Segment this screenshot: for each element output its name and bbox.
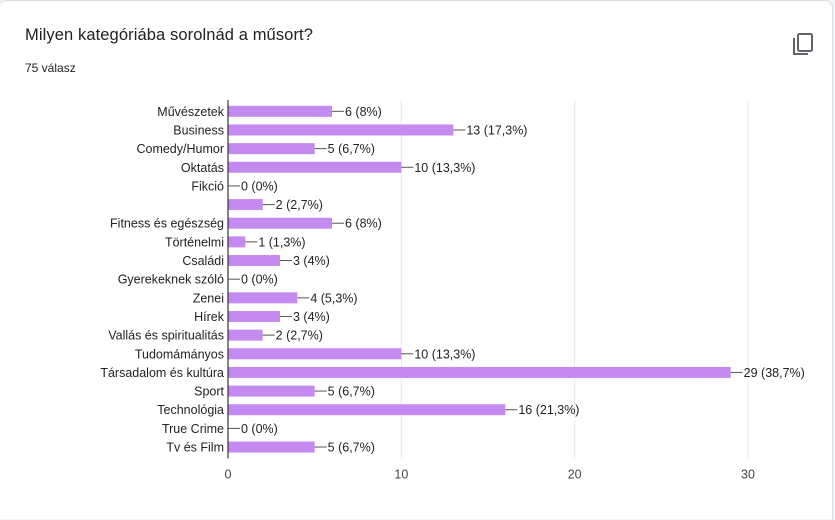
x-tick-label: 10 xyxy=(394,467,408,481)
x-tick-label: 30 xyxy=(741,467,755,481)
bar xyxy=(228,143,315,155)
category-label: Zenei xyxy=(193,291,224,305)
category-label: Technológia xyxy=(157,403,224,417)
bar xyxy=(228,255,280,267)
bar xyxy=(228,366,731,378)
data-label: 1 (1,3%) xyxy=(258,235,305,249)
bar xyxy=(228,404,506,416)
question-title: Milyen kategóriába sorolnád a műsort? xyxy=(25,26,314,44)
category-label: Oktatás xyxy=(181,161,224,175)
bar xyxy=(228,310,280,322)
response-count: 75 válasz xyxy=(25,61,76,75)
data-label: 6 (8%) xyxy=(345,105,382,119)
data-label: 2 (2,7%) xyxy=(276,198,323,212)
bar xyxy=(228,292,298,304)
category-label: Sport xyxy=(194,385,224,399)
data-label: 10 (13,3%) xyxy=(414,161,475,175)
data-label: 0 (0%) xyxy=(241,179,278,193)
data-label: 5 (6,7%) xyxy=(328,385,375,399)
data-label: 13 (17,3%) xyxy=(466,123,527,137)
bar xyxy=(228,385,315,397)
data-label: 6 (8%) xyxy=(345,217,382,231)
bar xyxy=(228,124,454,136)
data-label: 5 (6,7%) xyxy=(328,441,375,455)
data-label: 3 (4%) xyxy=(293,310,330,324)
data-label: 0 (0%) xyxy=(241,422,278,436)
data-label: 16 (21,3%) xyxy=(518,403,579,417)
category-label: Gyerekeknek szóló xyxy=(118,273,224,287)
category-label: Comedy/Humor xyxy=(136,142,224,156)
data-label: 29 (38,7%) xyxy=(744,366,805,380)
category-label: Fitness és egészség xyxy=(110,217,224,231)
category-label: Vallás és spiritualitás xyxy=(108,329,224,343)
x-tick-label: 0 xyxy=(225,467,232,481)
category-label: Hírek xyxy=(194,310,225,324)
bar xyxy=(228,217,332,229)
data-label: 10 (13,3%) xyxy=(414,347,475,361)
bar xyxy=(228,441,315,453)
data-label: 4 (5,3%) xyxy=(310,291,357,305)
bar xyxy=(228,199,263,211)
data-label: 2 (2,7%) xyxy=(276,329,323,343)
category-label: Business xyxy=(173,123,224,137)
category-label: Családi xyxy=(182,254,224,268)
category-label: Történelmi xyxy=(165,235,224,249)
data-label: 0 (0%) xyxy=(241,273,278,287)
bar xyxy=(228,161,402,173)
category-label: Társadalom és kultúra xyxy=(100,366,224,380)
category-label: Tv és Film xyxy=(166,441,224,455)
bar xyxy=(228,236,246,248)
category-label: Fikció xyxy=(191,179,224,193)
data-label: 3 (4%) xyxy=(293,254,330,268)
bar xyxy=(228,329,263,341)
copy-icon xyxy=(793,33,813,55)
x-tick-label: 20 xyxy=(568,467,582,481)
bar xyxy=(228,348,402,360)
category-label: True Crime xyxy=(162,422,224,436)
bar xyxy=(228,105,332,117)
category-label: Tudomámányos xyxy=(135,347,224,361)
copy-chart-button[interactable] xyxy=(786,25,820,59)
data-label: 5 (6,7%) xyxy=(328,142,375,156)
category-label: Művészetek xyxy=(157,105,224,119)
